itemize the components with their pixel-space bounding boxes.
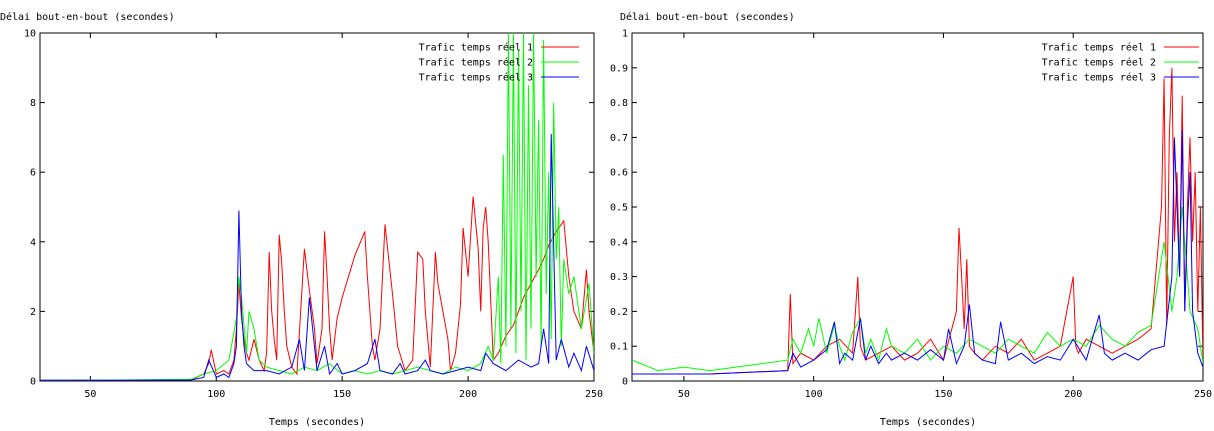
x-tick-label: 150	[333, 389, 351, 400]
y-tick-label: 0.2	[610, 307, 628, 318]
y-tick-label: 0.7	[610, 133, 628, 144]
y-axis-label: Délai bout-en-bout (secondes)	[620, 11, 795, 23]
series-line-3	[40, 133, 594, 381]
series-line-3	[632, 130, 1203, 375]
x-axis-label: Temps (secondes)	[880, 417, 976, 428]
series-line-1	[632, 67, 1203, 375]
y-tick-label: 0.1	[610, 342, 628, 353]
y-tick-label: 6	[30, 168, 36, 179]
y-tick-label: 0.6	[610, 168, 628, 179]
y-tick-label: 4	[30, 237, 36, 248]
x-tick-label: 250	[1194, 389, 1212, 400]
y-tick-label: 10	[24, 29, 36, 40]
y-tick-label: 0.3	[610, 272, 628, 283]
x-tick-label: 150	[934, 389, 952, 400]
y-tick-label: 0.8	[610, 98, 628, 109]
legend-label-3: Trafic temps réel 3	[419, 72, 533, 84]
y-tick-label: 1	[622, 29, 628, 40]
series-line-2	[40, 33, 594, 381]
y-tick-label: 0.5	[610, 203, 628, 214]
chart-1: 0 2 4 6 8 10 50 100 150 200 250 Délai bout-en-bout …	[0, 11, 603, 428]
x-tick-label: 100	[207, 389, 225, 400]
y-tick-label: 2	[30, 307, 36, 318]
y-tick-label: 0	[622, 377, 628, 388]
y-tick-label: 8	[30, 98, 36, 109]
y-axis-label: Délai bout-en-bout (secondes)	[0, 11, 175, 23]
legend-label-2: Trafic temps réel 2	[1042, 57, 1156, 69]
legend-label-3: Trafic temps réel 3	[1042, 72, 1156, 84]
x-axis-label: Temps (secondes)	[269, 417, 365, 428]
y-tick-label: 0.9	[610, 63, 628, 74]
x-tick-label: 100	[805, 389, 823, 400]
x-tick-label: 50	[678, 389, 690, 400]
legend-label-1: Trafic temps réel 1	[1042, 42, 1156, 54]
plot-frame	[39, 32, 595, 382]
x-tick-label: 50	[84, 389, 96, 400]
x-tick-label: 200	[459, 389, 477, 400]
plot-frame	[631, 32, 1204, 382]
legend-label-2: Trafic temps réel 2	[419, 57, 533, 69]
legend-label-1: Trafic temps réel 1	[419, 42, 533, 54]
x-tick-label: 250	[585, 389, 603, 400]
x-tick-label: 200	[1064, 389, 1082, 400]
y-tick-label: 0.4	[610, 237, 628, 248]
y-tick-label: 0	[30, 377, 36, 388]
series-line-2	[632, 206, 1203, 372]
